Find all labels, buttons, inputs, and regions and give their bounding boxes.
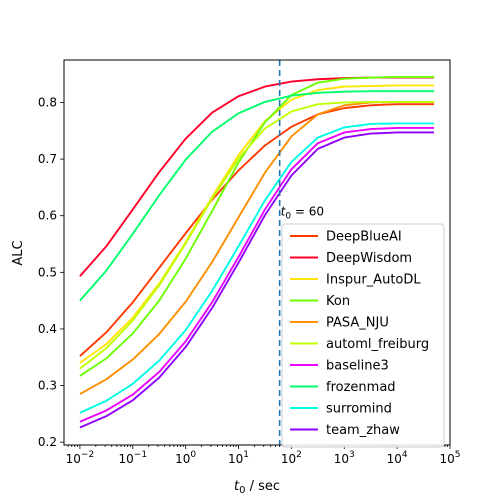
series-line-deepblueai xyxy=(79,103,435,357)
x-tick-label: 100 xyxy=(175,450,196,466)
x-tick-label: 105 xyxy=(439,450,460,466)
legend-label-pasa-nju: PASA_NJU xyxy=(326,316,389,331)
y-tick-label: 0.4 xyxy=(38,322,57,336)
x-tick-label: 102 xyxy=(281,450,302,466)
reference-line-label: t0 = 60 xyxy=(281,205,324,222)
legend-label-kon: Kon xyxy=(326,294,350,309)
legend-label-deepwisdom: DeepWisdom xyxy=(326,251,412,266)
y-tick-label: 0.2 xyxy=(38,435,57,449)
legend: DeepBlueAI DeepWisdom Inspur_AutoDL Kon PASA… xyxy=(281,223,445,448)
series-line-surromind xyxy=(79,122,435,414)
x-tick-label: 10−1 xyxy=(119,450,148,466)
x-axis-label: t0 / sec xyxy=(234,479,280,496)
plot-frame xyxy=(63,59,451,446)
y-tick-label: 0.5 xyxy=(38,265,57,279)
series-line-team-zhaw xyxy=(79,131,435,429)
series-line-inspur-autodl xyxy=(79,84,435,364)
x-axis: 10−2 10−1 100 101 102 103 104 105 xyxy=(66,445,461,466)
legend-box xyxy=(281,223,445,448)
y-tick-label: 0.7 xyxy=(38,152,57,166)
x-tick-label: 103 xyxy=(334,450,355,466)
y-axis-label: ALC xyxy=(11,240,26,265)
legend-label-baseline3: baseline3 xyxy=(326,359,389,374)
y-tick-label: 0.8 xyxy=(38,95,57,109)
legend-label-frozenmad: frozenmad xyxy=(326,380,396,395)
legend-label-surromind: surromind xyxy=(326,402,392,417)
y-tick-label: 0.3 xyxy=(38,379,57,393)
series-line-frozenmad xyxy=(79,90,435,302)
legend-label-automl-freiburg: automl_freiburg xyxy=(326,337,429,352)
series-layer xyxy=(79,76,435,429)
x-tick-label: 10−2 xyxy=(66,450,95,466)
x-tick-label: 101 xyxy=(228,450,249,466)
legend-label-deepblueai: DeepBlueAI xyxy=(326,230,402,245)
y-axis: 0.2 0.3 0.4 0.5 0.6 0.7 0.8 xyxy=(38,95,64,449)
x-tick-label: 104 xyxy=(387,450,408,466)
legend-label-inspur-autodl: Inspur_AutoDL xyxy=(326,273,421,288)
y-tick-label: 0.6 xyxy=(38,209,57,223)
legend-label-team-zhaw: team_zhaw xyxy=(326,423,400,438)
series-line-baseline3 xyxy=(79,126,435,423)
series-line-automl-freiburg xyxy=(79,100,435,370)
